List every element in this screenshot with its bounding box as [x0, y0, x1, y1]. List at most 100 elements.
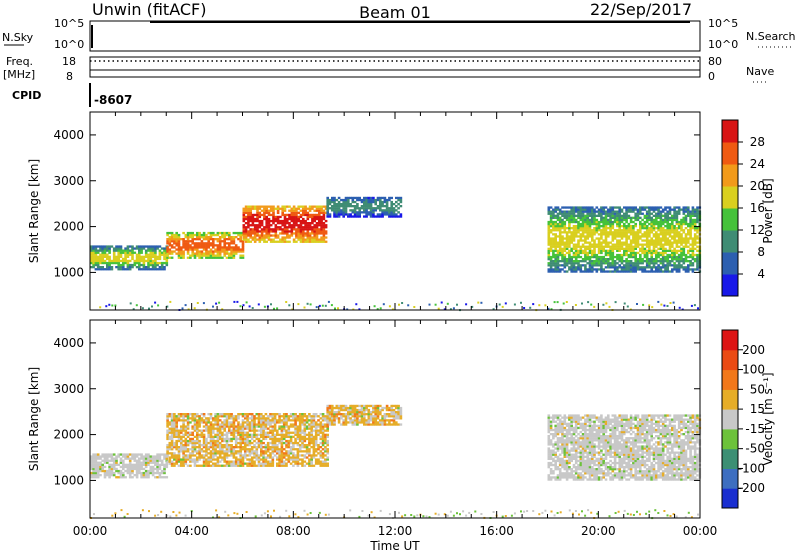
power-echo-cell: [597, 233, 601, 236]
velocity-echo-cell: [198, 425, 201, 428]
velocity-echo-cell: [180, 435, 183, 438]
power-echo-cell: [281, 228, 284, 231]
velocity-echo-cell: [90, 461, 93, 464]
velocity-echo-cell: [280, 462, 284, 465]
power-echo-cell: [99, 255, 102, 258]
power-echo-cell: [232, 231, 236, 235]
power-echo-cell: [372, 215, 375, 218]
velocity-echo-cell: [214, 439, 217, 443]
velocity-echo-cell: [205, 460, 208, 463]
power-echo-cell: [186, 250, 190, 253]
power-echo-cell: [324, 211, 328, 214]
velocity-echo-cell: [310, 460, 313, 463]
velocity-echo-cell: [260, 439, 263, 443]
velocity-echo-cell: [228, 462, 231, 465]
power-echo-cell: [634, 222, 637, 226]
power-echo-cell: [297, 215, 300, 219]
power-echo-cell: [212, 242, 215, 245]
power-echo-cell: [661, 220, 665, 224]
power-echo-cell: [645, 239, 649, 242]
velocity-echo-cell: [207, 462, 210, 465]
power-echo-cell: [552, 251, 555, 255]
power-echo-cell: [281, 222, 284, 225]
power-echo-cell: [304, 234, 307, 237]
power-echo-cell: [385, 200, 389, 204]
power-echo-cell: [218, 240, 222, 243]
velocity-echo-cell: [257, 419, 261, 422]
velocity-echo-cell: [257, 437, 261, 441]
power-echo-cell: [292, 211, 296, 214]
power-echo-cell: [657, 247, 660, 250]
power-echo-cell: [568, 260, 571, 263]
power-echo-cell: [265, 224, 268, 227]
velocity-echo-cell: [230, 421, 233, 424]
velocity-echo-cell: [168, 448, 172, 451]
power-echo-cell: [664, 239, 667, 242]
velocity-echo-cell: [207, 431, 210, 434]
velocity-echo-cell: [156, 461, 159, 464]
power-echo-cell: [369, 211, 373, 214]
velocity-echo-cell: [124, 455, 127, 458]
velocity-echo-cell: [237, 423, 240, 426]
velocity-echo-cell: [244, 462, 247, 465]
velocity-echo-cell: [151, 461, 155, 464]
velocity-echo-cell: [266, 419, 270, 422]
power-echo-cell: [552, 229, 555, 232]
power-echo-cell: [549, 255, 553, 259]
velocity-echo-cell: [276, 456, 279, 459]
velocity-echo-cell: [202, 462, 206, 465]
velocity-echo-cell: [246, 441, 249, 445]
power-echo-cell: [691, 258, 695, 261]
power-echo-cell: [572, 229, 576, 232]
power-echo-cell: [239, 233, 242, 237]
velocity-echo-cell: [285, 452, 288, 455]
power-echo-cell: [318, 238, 321, 241]
power-echo-cell: [198, 256, 201, 259]
power-echo-cell: [618, 239, 621, 242]
velocity-echo-cell: [230, 439, 233, 443]
velocity-echo-cell: [189, 458, 192, 461]
power-echo-cell: [563, 247, 567, 250]
power-echo-cell: [110, 245, 114, 248]
power-echo-cell: [636, 233, 640, 236]
power-echo-cell: [279, 232, 282, 235]
power-echo-cell: [625, 260, 628, 263]
velocity-echo-cell: [253, 439, 256, 443]
velocity-echo-cell: [266, 460, 270, 463]
velocity-echo-cell: [122, 459, 125, 462]
power-echo-cell: [258, 230, 262, 233]
power-echo-cell: [241, 254, 245, 257]
velocity-echo-cell: [175, 425, 178, 428]
power-echo-cell: [160, 253, 164, 256]
power-echo-cell: [365, 207, 368, 210]
power-echo-cell: [645, 235, 649, 238]
power-echo-cell: [577, 239, 580, 242]
power-echo-cell: [175, 238, 178, 241]
velocity-echo-cell: [287, 431, 291, 434]
power-echo-cell: [388, 198, 391, 202]
power-echo-cell: [117, 251, 120, 254]
power-echo-cell: [244, 222, 248, 225]
velocity-echo-cell: [273, 415, 277, 418]
power-echo-cell: [272, 211, 275, 214]
power-echo-cell: [276, 236, 280, 239]
power-echo-cell: [263, 226, 266, 229]
velocity-echo-cell: [310, 464, 313, 467]
power-echo-cell: [306, 211, 310, 214]
power-echo-cell: [591, 210, 594, 213]
power-echo-cell: [232, 256, 236, 259]
power-echo-cell: [263, 240, 266, 243]
power-clutter-cell: [440, 301, 443, 304]
power-echo-cell: [634, 206, 637, 209]
power-echo-cell: [333, 211, 336, 214]
power-echo-cell: [659, 227, 663, 230]
velocity-echo-cell: [138, 457, 141, 460]
velocity-echo-cell: [255, 464, 259, 467]
velocity-echo-cell: [232, 433, 236, 436]
power-echo-cell: [331, 209, 334, 212]
velocity-echo-cell: [314, 435, 318, 438]
velocity-echo-cell: [149, 467, 153, 471]
power-echo-cell: [655, 235, 658, 238]
power-echo-cell: [689, 249, 692, 252]
velocity-echo-cell: [276, 439, 279, 443]
